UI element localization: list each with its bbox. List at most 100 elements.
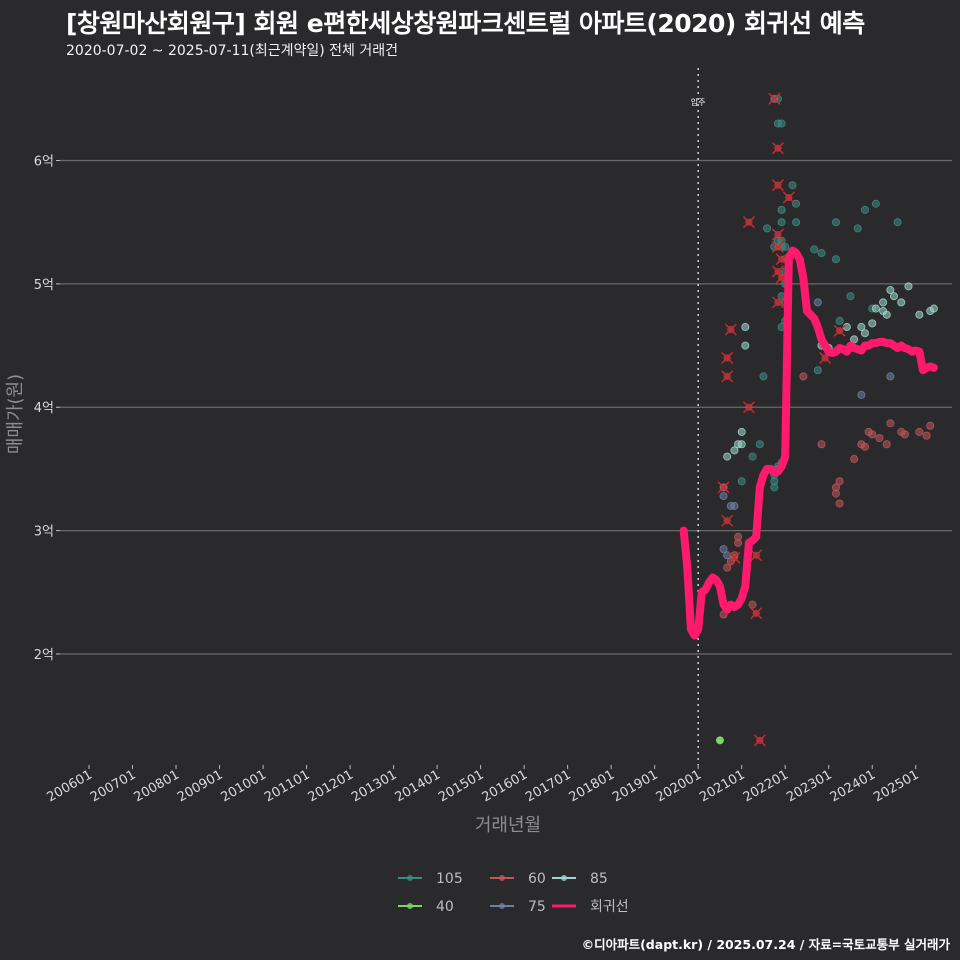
point-60 xyxy=(886,419,895,428)
cancel-mark xyxy=(742,401,755,414)
point-85 xyxy=(860,329,869,338)
cancel-mark xyxy=(717,481,730,494)
cancel-stroke xyxy=(721,351,734,364)
point-105 xyxy=(831,255,840,264)
cancel-stroke xyxy=(771,296,784,309)
point-75 xyxy=(723,551,732,560)
point-60 xyxy=(875,434,884,443)
y-axis-title: 매매가(원) xyxy=(5,374,26,454)
point-85 xyxy=(737,427,746,436)
x-tick-label: 200801 xyxy=(132,767,182,805)
cancel-stroke xyxy=(782,191,795,204)
point-85 xyxy=(915,310,924,319)
point-85 xyxy=(730,446,739,455)
point-105 xyxy=(792,199,801,208)
cancel-mark xyxy=(768,92,781,105)
point-75 xyxy=(719,545,728,554)
point-85 xyxy=(889,292,898,301)
x-tick-label: 202001 xyxy=(654,767,704,805)
y-axis-ticks: 2억 3억 4억 5억 6억 xyxy=(34,155,60,663)
cancel-stroke xyxy=(775,253,788,266)
point-105 xyxy=(871,199,880,208)
point-85 xyxy=(879,298,888,307)
point-60 xyxy=(850,455,859,464)
scatter-points xyxy=(715,94,938,745)
point-75 xyxy=(813,298,822,307)
point-105 xyxy=(792,218,801,227)
point-105 xyxy=(759,372,768,381)
x-tick-label: 200601 xyxy=(45,767,95,805)
cancel-mark xyxy=(721,514,734,527)
cancel-mark xyxy=(728,551,741,564)
x-tick-label: 201001 xyxy=(219,767,269,805)
point-105 xyxy=(835,316,844,325)
point-105 xyxy=(737,477,746,486)
legend-label: 105 xyxy=(436,871,463,887)
point-60 xyxy=(831,483,840,492)
x-tick-label: 201701 xyxy=(523,767,573,805)
source-caption: ©디아파트(dapt.kr) / 2025.07.24 / 자료=국토교통부 실… xyxy=(581,937,950,952)
point-60 xyxy=(835,499,844,508)
legend: 105 40 60 75 85 회귀선 xyxy=(398,871,629,915)
point-60 xyxy=(835,477,844,486)
cancel-mark xyxy=(771,296,784,309)
cancel-mark xyxy=(721,351,734,364)
cancel-stroke xyxy=(771,240,784,253)
cancel-mark xyxy=(721,370,734,383)
point-85 xyxy=(871,304,880,313)
point-105 xyxy=(788,181,797,190)
legend-item-40: 40 xyxy=(398,899,454,915)
chart-subtitle: 2020-07-02 ~ 2025-07-11(최근계약일) 전체 거래건 xyxy=(66,43,398,59)
cancel-stroke xyxy=(717,481,730,494)
cancel-stroke xyxy=(768,92,781,105)
x-tick-label: 201101 xyxy=(262,767,312,805)
y-tick-label: 4억 xyxy=(34,401,54,416)
point-105 xyxy=(777,205,786,214)
point-60 xyxy=(734,532,743,541)
legend-swatch-dot xyxy=(407,903,413,909)
x-tick-label: 201801 xyxy=(567,767,617,805)
point-85 xyxy=(886,286,895,295)
point-60 xyxy=(723,563,732,572)
legend-label: 60 xyxy=(528,871,546,887)
point-60 xyxy=(882,440,891,449)
cancel-mark xyxy=(753,734,766,747)
point-60 xyxy=(799,372,808,381)
point-105 xyxy=(817,249,826,258)
point-85 xyxy=(897,298,906,307)
cancel-mark xyxy=(750,607,763,620)
x-tick-label: 201601 xyxy=(480,767,530,805)
point-105 xyxy=(831,218,840,227)
point-105 xyxy=(781,242,790,251)
legend-item-85: 85 xyxy=(552,871,608,887)
cancel-mark xyxy=(724,323,737,336)
cancel-stroke xyxy=(750,607,763,620)
x-tick-label: 202301 xyxy=(784,767,834,805)
cancel-mark xyxy=(750,549,763,562)
cancel-stroke xyxy=(753,734,766,747)
regression-line xyxy=(679,246,938,640)
point-85 xyxy=(868,319,877,328)
point-85 xyxy=(929,304,938,313)
cancel-mark xyxy=(742,216,755,229)
cancel-mark xyxy=(782,191,795,204)
point-75 xyxy=(719,492,728,501)
x-tick-label: 202201 xyxy=(741,767,791,805)
x-tick-label: 201201 xyxy=(306,767,356,805)
annotation-label: 입주 xyxy=(691,98,706,107)
point-105 xyxy=(810,245,819,254)
point-105 xyxy=(813,366,822,375)
cancel-stroke xyxy=(728,551,741,564)
cancel-mark xyxy=(833,324,846,337)
cancel-stroke xyxy=(833,324,846,337)
x-tick-label: 200901 xyxy=(175,767,225,805)
cancel-mark xyxy=(771,142,784,155)
point-60 xyxy=(922,431,931,440)
cancel-stroke xyxy=(721,514,734,527)
y-tick-label: 5억 xyxy=(34,278,54,293)
point-60 xyxy=(926,421,935,430)
x-tick-label: 201901 xyxy=(610,767,660,805)
point-85 xyxy=(741,341,750,350)
point-85 xyxy=(850,335,859,344)
